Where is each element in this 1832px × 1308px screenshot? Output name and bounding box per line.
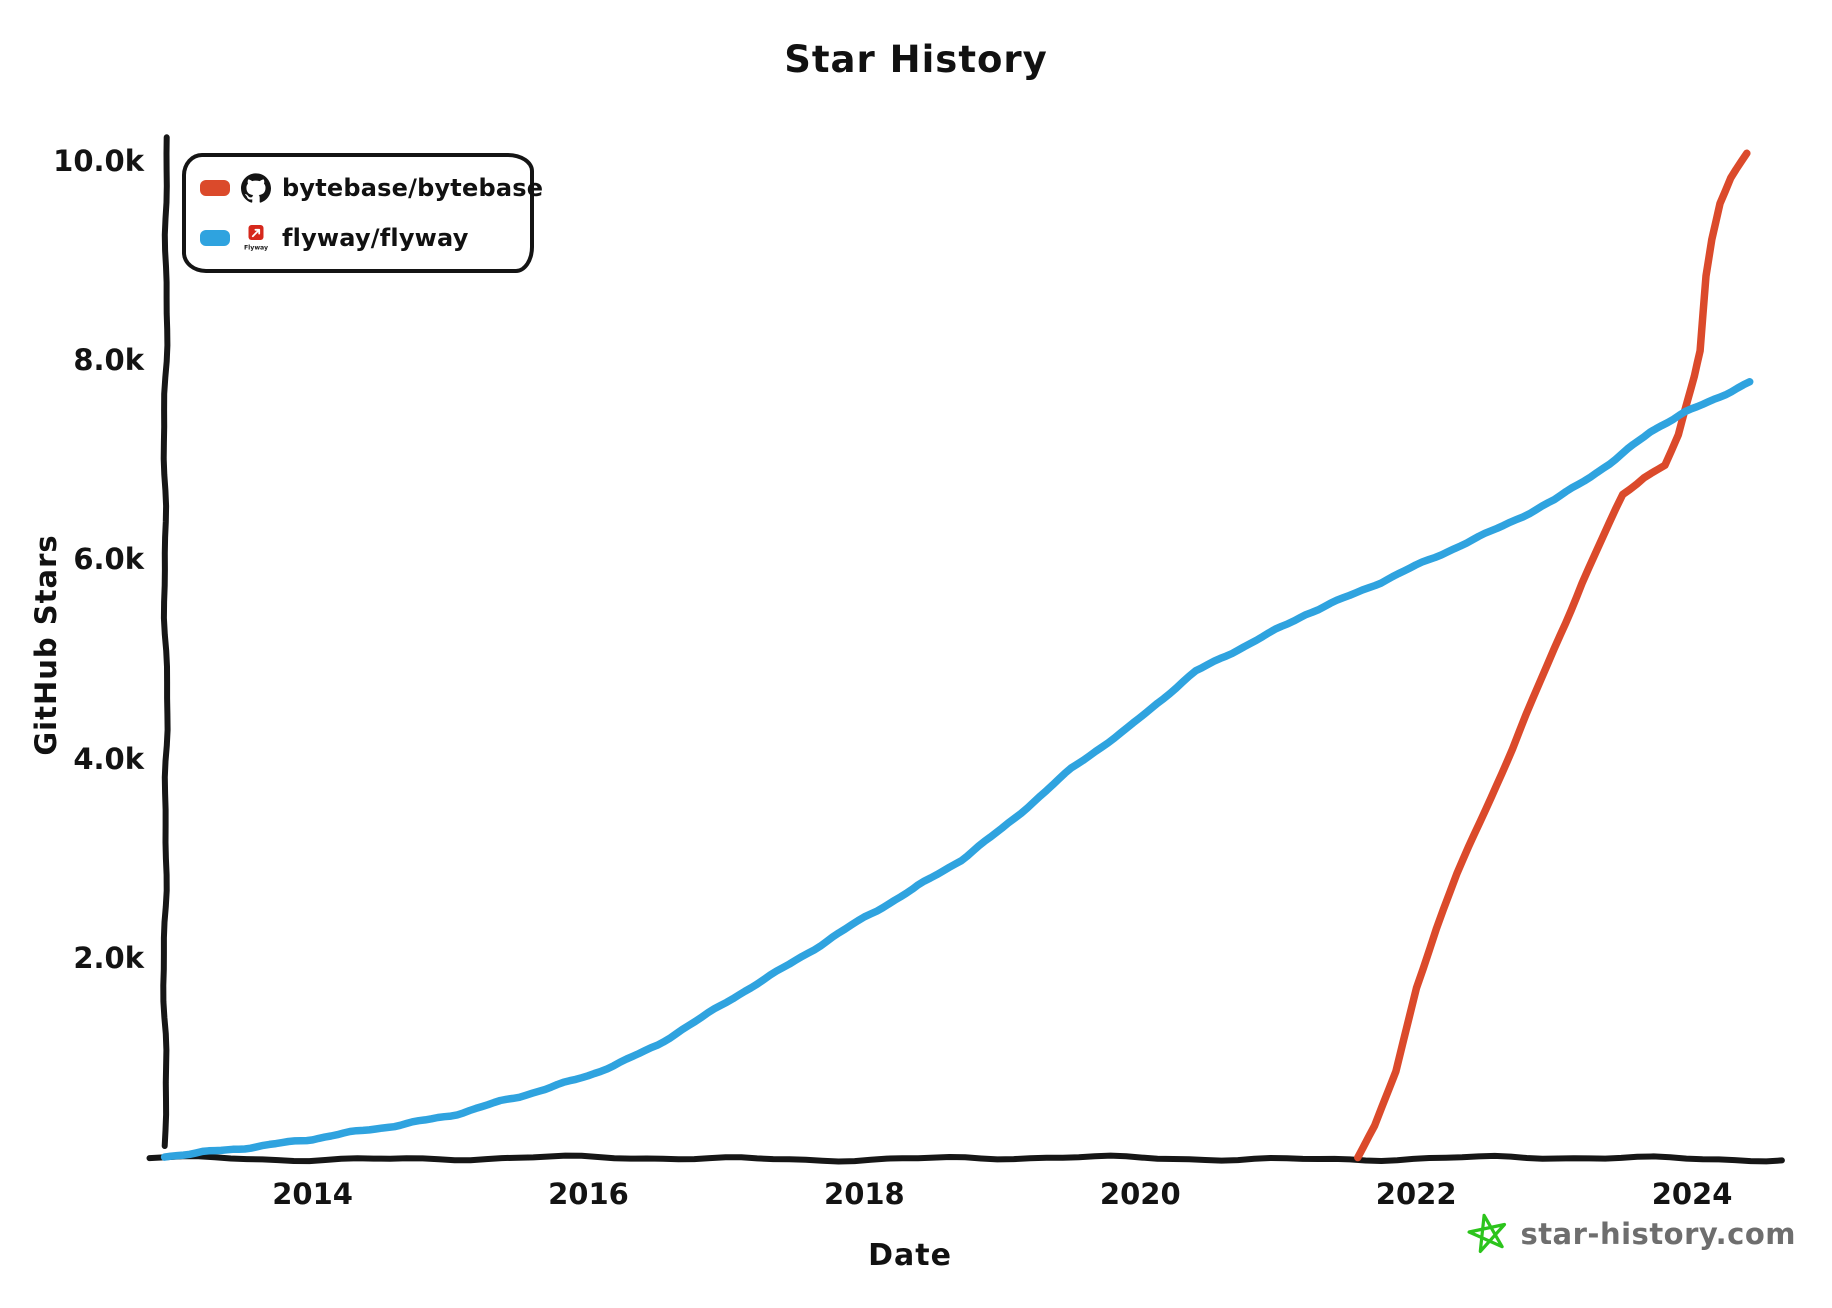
y-tick-label: 6.0k (73, 542, 144, 577)
x-tick-label: 2018 (824, 1177, 905, 1211)
x-tick-label: 2024 (1651, 1177, 1733, 1211)
legend-item-flyway: Flyway flyway/flyway (200, 214, 520, 262)
legend: bytebase/bytebase Flyway flyway/flyway (182, 153, 543, 273)
chart-path (160, 378, 1754, 1161)
legend-label-flyway: flyway/flyway (282, 224, 469, 252)
chart-path (146, 1152, 1785, 1165)
flyway-logo-icon: Flyway (241, 224, 271, 252)
y-tick-label: 4.0k (73, 741, 144, 776)
x-tick-label: 2020 (1099, 1177, 1181, 1211)
flyway-color-swatch (200, 230, 230, 246)
x-tick-label: 2022 (1375, 1177, 1457, 1211)
watermark-text: star-history.com (1520, 1217, 1796, 1251)
chart-path (160, 134, 171, 1149)
chart-path (1354, 149, 1751, 1162)
x-axis-label: Date (868, 1238, 952, 1273)
legend-item-bytebase: bytebase/bytebase (200, 164, 543, 212)
x-tick-label: 2014 (272, 1177, 353, 1211)
github-octocat-icon (241, 173, 271, 203)
chart-title: Star History (784, 38, 1048, 81)
y-tick-label: 10.0k (53, 143, 144, 178)
flyway-icon-text: Flyway (244, 245, 268, 252)
bytebase-color-swatch (200, 180, 230, 196)
y-tick-label: 2.0k (73, 940, 144, 975)
star-history-logo-icon (1466, 1212, 1510, 1256)
legend-label-bytebase: bytebase/bytebase (282, 174, 544, 202)
watermark: star-history.com (1466, 1212, 1796, 1256)
y-tick-label: 8.0k (73, 343, 144, 378)
x-tick-label: 2016 (548, 1177, 629, 1211)
